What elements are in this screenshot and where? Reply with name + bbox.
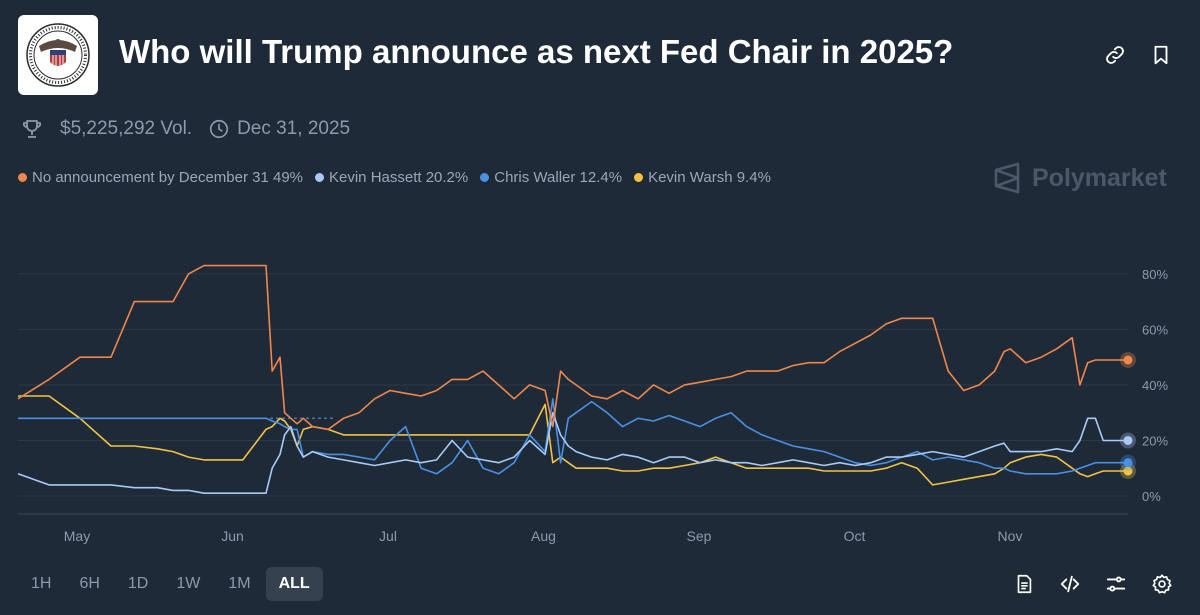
timeframe-selector: 1H 6H 1D 1W 1M ALL xyxy=(18,567,325,601)
y-tick-label: 40% xyxy=(1142,378,1168,393)
x-tick-label: Aug xyxy=(531,528,556,544)
chart-legend: No announcement by December 31 49% Kevin… xyxy=(18,166,783,188)
legend-label: Kevin Hassett 20.2% xyxy=(329,168,469,186)
x-tick-label: Nov xyxy=(998,528,1023,544)
legend-dot xyxy=(480,172,490,182)
series-end-point xyxy=(1123,458,1133,468)
sliders-icon[interactable] xyxy=(1105,573,1127,595)
legend-dot xyxy=(634,172,644,182)
volume-text: $5,225,292 Vol. xyxy=(60,118,193,139)
y-tick-label: 0% xyxy=(1142,489,1161,504)
series-end-point xyxy=(1123,355,1133,365)
brand-name: Polymarket xyxy=(1032,163,1167,192)
market-meta: $5,225,292 Vol. Dec 31, 2025 xyxy=(20,116,350,142)
fed-seal-image xyxy=(26,23,90,87)
document-icon[interactable] xyxy=(1013,573,1035,595)
legend-item-kevin-warsh[interactable]: Kevin Warsh 9.4% xyxy=(634,169,771,186)
x-tick-label: May xyxy=(64,528,90,544)
x-tick-label: Oct xyxy=(844,528,866,544)
legend-label: Chris Waller 12.4% xyxy=(494,168,623,186)
code-icon[interactable] xyxy=(1059,573,1081,595)
x-tick-label: Jun xyxy=(221,528,244,544)
page-title: Who will Trump announce as next Fed Chai… xyxy=(119,33,954,70)
timeframe-button-all[interactable]: ALL xyxy=(265,567,323,601)
timeframe-button-6h[interactable]: 6H xyxy=(79,575,100,592)
series-end-point xyxy=(1123,466,1133,476)
fed-logo xyxy=(18,15,98,95)
series-line xyxy=(18,395,1128,486)
gear-icon[interactable] xyxy=(1151,573,1173,595)
legend-dot xyxy=(315,172,324,182)
x-tick-label: Sep xyxy=(687,528,712,544)
polymarket-watermark: Polymarket xyxy=(992,160,1167,196)
price-chart[interactable]: 0% 20% 40% 60% 80% May Jun Jul Aug Sep Oct Nov xyxy=(0,240,1200,555)
legend-label: Kevin Warsh 9.4% xyxy=(648,168,771,186)
series-line xyxy=(17,411,1128,494)
timeframe-button-1w[interactable]: 1W xyxy=(176,575,201,592)
x-tick-label: Jul xyxy=(379,528,397,544)
timeframe-button-1h[interactable]: 1H xyxy=(31,575,52,592)
legend-label: No announcement by December 31 49% xyxy=(32,168,303,186)
legend-item-no-announcement[interactable]: No announcement by December 31 49% xyxy=(18,169,303,186)
legend-dot xyxy=(18,172,27,182)
series-end-point xyxy=(1123,435,1133,445)
y-tick-label: 20% xyxy=(1142,433,1168,448)
link-icon[interactable] xyxy=(1104,44,1126,66)
series-line xyxy=(17,264,1128,431)
clock-icon xyxy=(210,119,229,139)
timeframe-button-1d[interactable]: 1D xyxy=(127,575,149,592)
legend-item-chris-waller[interactable]: Chris Waller 12.4% xyxy=(480,169,622,186)
end-date-text: Dec 31, 2025 xyxy=(237,118,351,139)
series-line xyxy=(18,398,1128,475)
y-tick-label: 60% xyxy=(1142,322,1168,337)
y-tick-label: 80% xyxy=(1142,267,1168,282)
bookmark-icon[interactable] xyxy=(1150,44,1172,66)
legend-item-kevin-hassett[interactable]: Kevin Hassett 20.2% xyxy=(315,169,468,186)
timeframe-button-1m[interactable]: 1M xyxy=(228,575,251,592)
polymarket-logo-icon xyxy=(994,162,1020,194)
trophy-icon xyxy=(22,120,42,138)
